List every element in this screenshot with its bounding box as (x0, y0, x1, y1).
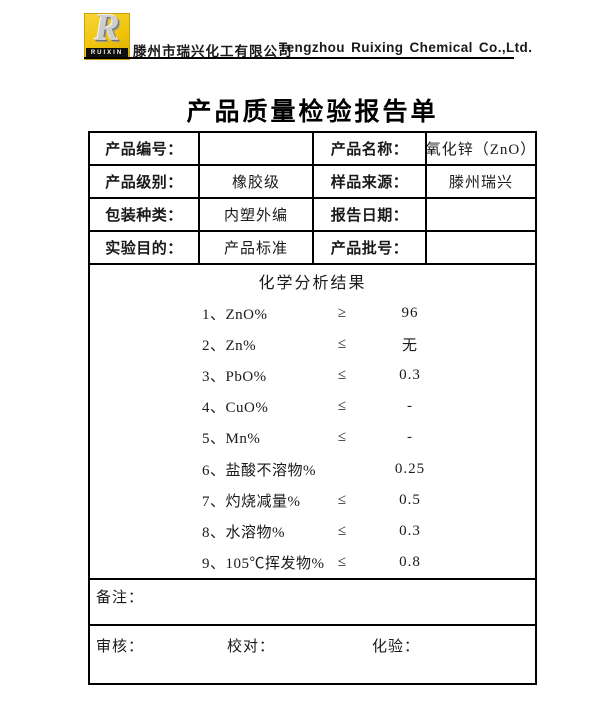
analysis-row-ignition-loss: 7、灼烧减量% ≤ 0.5 (202, 485, 535, 516)
analysis-row-zno: 1、ZnO% ≥ 96 (202, 298, 535, 329)
analysis-item-symbol: ≤ (337, 522, 347, 539)
analysis-item-symbol: ≤ (337, 491, 347, 508)
analysis-row-cuo: 4、CuO% ≤ - (202, 391, 535, 422)
analysis-item-value: 0.25 (394, 460, 426, 477)
tester-label: 化验： (372, 639, 421, 655)
analysis-item-symbol: ≤ (337, 553, 347, 570)
analysis-row-volatile-105c: 9、105℃挥发物% ≤ 0.8 (202, 547, 535, 578)
proofreader-label: 校对： (227, 639, 276, 655)
company-name-chinese: 滕州市瑞兴化工有限公司 (133, 44, 293, 59)
analysis-item-value: 0.3 (399, 367, 421, 384)
analysis-item-symbol: ≤ (337, 367, 347, 384)
info-value-batch-no (427, 232, 535, 263)
analysis-item-value: 0.5 (399, 491, 421, 508)
info-label-test-purpose: 实验目的： (90, 232, 200, 263)
analysis-item-label: 8、水溶物% (202, 524, 285, 541)
company-logo: R RUIXIN (84, 7, 130, 60)
analysis-item-value: 0.3 (399, 522, 421, 539)
info-row-purpose: 实验目的： 产品标准 产品批号： (90, 232, 535, 265)
analysis-item-symbol: ≤ (337, 336, 347, 353)
analysis-item-label: 1、ZnO% (202, 307, 268, 324)
analysis-item-label: 5、Mn% (202, 431, 261, 448)
info-value-product-code (200, 133, 314, 164)
report-table: 产品编号： 产品名称： 氧化锌（ZnO） 产品级别： 橡胶级 样品来源： 滕州瑞… (88, 131, 537, 685)
remarks-label: 备注： (96, 590, 145, 606)
analysis-item-value: - (407, 398, 413, 415)
info-row-grade: 产品级别： 橡胶级 样品来源： 滕州瑞兴 (90, 166, 535, 199)
info-row-product: 产品编号： 产品名称： 氧化锌（ZnO） (90, 133, 535, 166)
analysis-item-label: 3、PbO% (202, 369, 267, 386)
analysis-section: 化学分析结果 1、ZnO% ≥ 96 2、Zn% ≤ 无 3、PbO% ≤ 0.… (90, 265, 535, 580)
info-value-sample-source: 滕州瑞兴 (448, 175, 513, 191)
remarks-row: 备注： (90, 580, 535, 626)
analysis-item-symbol: ≥ (337, 305, 347, 322)
analysis-row-zn: 2、Zn% ≤ 无 (202, 329, 535, 360)
analysis-item-value: 无 (401, 338, 418, 355)
analysis-row-pbo: 3、PbO% ≤ 0.3 (202, 360, 535, 391)
header-divider (84, 57, 514, 59)
logo-brand-text: RUIXIN (86, 48, 128, 58)
page-title: 产品质量检验报告单 (186, 98, 439, 126)
info-label-product-grade: 产品级别： (90, 166, 200, 197)
analysis-item-symbol: ≤ (337, 429, 347, 446)
info-value-report-date (427, 199, 535, 230)
info-label-packaging-type: 包装种类： (90, 199, 200, 230)
analysis-item-label: 7、灼烧减量% (202, 493, 301, 510)
info-row-packaging: 包装种类： 内塑外编 报告日期： (90, 199, 535, 232)
info-label-sample-source: 样品来源： (314, 166, 427, 197)
info-value-packaging-type: 内塑外编 (200, 199, 314, 230)
analysis-row-hcl-insoluble: 6、盐酸不溶物% 0.25 (202, 454, 535, 485)
analysis-item-label: 2、Zn% (202, 338, 257, 355)
info-value-test-purpose: 产品标准 (200, 232, 314, 263)
info-label-product-code: 产品编号： (90, 133, 200, 164)
logo-letter: R (94, 7, 120, 49)
analysis-item-label: 9、105℃挥发物% (202, 555, 325, 572)
analysis-item-value: 0.8 (399, 553, 421, 570)
analysis-item-label: 6、盐酸不溶物% (202, 462, 316, 479)
analysis-item-label: 4、CuO% (202, 400, 269, 417)
analysis-item-symbol: ≤ (337, 398, 347, 415)
reviewer-label: 审核： (96, 639, 145, 655)
info-label-batch-no: 产品批号： (314, 232, 427, 263)
info-value-product-name: 氧化锌（ZnO） (427, 142, 535, 158)
info-label-product-name: 产品名称： (314, 133, 427, 164)
signature-row: 审核： 校对： 化验： (90, 626, 535, 683)
info-label-report-date: 报告日期： (314, 199, 427, 230)
analysis-section-title: 化学分析结果 (258, 275, 367, 292)
analysis-item-value: 96 (401, 305, 419, 322)
analysis-item-value: - (407, 429, 413, 446)
analysis-row-water-soluble: 8、水溶物% ≤ 0.3 (202, 516, 535, 547)
company-name-english: Tengzhou Ruixing Chemical Co.,Ltd. (279, 40, 533, 55)
info-value-product-grade: 橡胶级 (200, 166, 314, 197)
analysis-row-mn: 5、Mn% ≤ - (202, 422, 535, 453)
